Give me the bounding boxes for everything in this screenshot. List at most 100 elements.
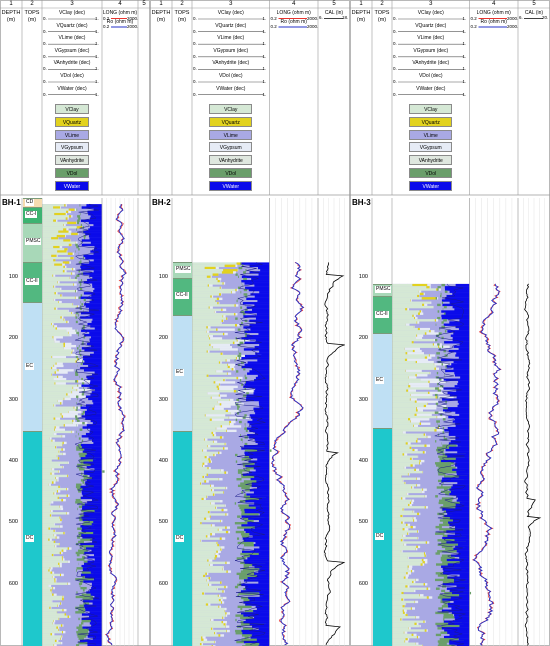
track-number: 5 bbox=[332, 1, 336, 7]
resistivity-curve-label: Ro (ohm m) bbox=[480, 18, 507, 25]
series-ro bbox=[472, 283, 502, 646]
curve-scale-max: 1. bbox=[462, 91, 467, 97]
curve-scale-max: 1. bbox=[95, 53, 99, 59]
legend-vanhydrite: VAnhydrite bbox=[209, 155, 253, 166]
depth-tick-label: 100 bbox=[358, 273, 368, 280]
depth-tick-label: 400 bbox=[8, 457, 18, 464]
curve-label: VDol (dec) bbox=[60, 73, 84, 79]
curve-label: VGypsum (dec) bbox=[413, 47, 449, 54]
formation-label: CC-II bbox=[25, 278, 39, 286]
curve-scale-max: 1. bbox=[262, 16, 267, 21]
curve-label: VAnhydrite (dec) bbox=[412, 60, 450, 67]
curve-scale-max: 1. bbox=[262, 66, 267, 72]
formation-label: CC-II bbox=[375, 310, 389, 318]
lithology-track bbox=[191, 262, 272, 646]
formation-label: CD bbox=[25, 198, 35, 206]
curve-label: VClay (dec) bbox=[58, 10, 86, 16]
curve-scale-min: 0. bbox=[393, 66, 397, 72]
curve-scale-max: 1. bbox=[462, 53, 467, 59]
curve-label: VLime (dec) bbox=[417, 35, 445, 42]
track-number: 5 bbox=[532, 1, 536, 7]
track-number: 3 bbox=[70, 1, 74, 7]
lithology-track bbox=[41, 203, 105, 646]
curve-scale-max: 1. bbox=[262, 41, 267, 47]
curve-scale-max: 1. bbox=[462, 66, 467, 72]
track-number: 2 bbox=[380, 1, 384, 7]
legend-vlime: VLime bbox=[55, 129, 89, 140]
curve-scale-min: 0. bbox=[193, 41, 197, 47]
curve-scale-max: 1. bbox=[95, 28, 99, 34]
depth-tick-label: 100 bbox=[8, 273, 18, 280]
curve-scale-max: 1. bbox=[95, 16, 99, 21]
series-cal bbox=[323, 262, 346, 645]
curve-scale-min: 0. bbox=[43, 16, 47, 21]
track-number: 4 bbox=[492, 1, 496, 7]
legend-vwater: VWater bbox=[55, 180, 89, 191]
curve-label: VClay (dec) bbox=[417, 10, 444, 16]
log-canvas bbox=[350, 0, 550, 646]
curve-scale-max: 1. bbox=[95, 79, 99, 84]
curve-label: VClay (dec) bbox=[217, 10, 244, 16]
curve-scale-min: 0.2 bbox=[470, 24, 477, 29]
resistivity-track bbox=[469, 198, 513, 646]
formation-label: DC bbox=[175, 534, 185, 542]
legend-vlime: VLime bbox=[409, 129, 453, 140]
depth-tick-label: 300 bbox=[8, 396, 18, 403]
curve-scale-max: 1. bbox=[95, 41, 99, 47]
series-cal bbox=[524, 283, 542, 646]
curve-scale-max: 2000. bbox=[307, 24, 319, 29]
series-long bbox=[104, 204, 127, 646]
curve-scale-min: 0. bbox=[43, 91, 47, 97]
curve-label: VAnhydrite (dec) bbox=[53, 60, 91, 67]
caliper-curve-label: CAL (in) bbox=[324, 10, 344, 16]
curve-label: VWater (dec) bbox=[216, 85, 246, 92]
formation-label: EC bbox=[375, 376, 384, 384]
well-name: BH-2 bbox=[152, 198, 171, 207]
track-number: 5 bbox=[142, 1, 146, 7]
curve-label: VDol (dec) bbox=[418, 73, 443, 79]
curve-scale-max: 2000. bbox=[127, 24, 139, 29]
curve-label: VQuartz (dec) bbox=[56, 22, 88, 29]
depth-tick-label: 400 bbox=[358, 457, 368, 464]
caliper-track bbox=[517, 198, 545, 646]
log-canvas bbox=[0, 0, 150, 646]
curve-label: VGypsum (dec) bbox=[213, 47, 249, 54]
curve-scale-min: 0. bbox=[43, 28, 47, 34]
curve-scale-min: 0. bbox=[193, 91, 197, 97]
legend-vdol: VDol bbox=[55, 168, 89, 178]
curve-scale-min: 0. bbox=[43, 66, 47, 72]
curve-scale-min: 6. bbox=[519, 15, 523, 20]
legend-vanhydrite: VAnhydrite bbox=[409, 155, 453, 166]
curve-scale-max: 1. bbox=[462, 41, 467, 47]
legend-vclay: VClay bbox=[409, 104, 453, 114]
curve-scale-min: 0. bbox=[393, 53, 397, 59]
curve-label: VLime (dec) bbox=[58, 35, 86, 42]
curve-scale-max: 2000. bbox=[507, 15, 519, 21]
curve-scale-max: 18. bbox=[342, 15, 349, 20]
curve-scale-min: 0.2 bbox=[270, 15, 277, 21]
depth-tick-label: 600 bbox=[158, 580, 168, 587]
depth-tick-label: 300 bbox=[358, 396, 368, 403]
legend-vanhydrite: VAnhydrite bbox=[55, 155, 89, 166]
curve-scale-max: 2000. bbox=[307, 15, 319, 21]
formation-label: DC bbox=[25, 534, 35, 542]
curve-scale-min: 0. bbox=[193, 28, 197, 34]
legend-vgypsum: VGypsum bbox=[55, 142, 89, 153]
legend-vdol: VDol bbox=[409, 168, 453, 178]
track-number: 2 bbox=[180, 1, 184, 7]
curve-scale-max: 1. bbox=[262, 53, 267, 59]
curve-label: VQuartz (dec) bbox=[415, 22, 447, 29]
formation-label: CC-II bbox=[175, 292, 189, 300]
curve-scale-min: 0. bbox=[393, 91, 397, 97]
track-number: 4 bbox=[118, 1, 122, 7]
curve-label: VQuartz (dec) bbox=[215, 22, 247, 29]
caliper-curve-label: CAL (in) bbox=[524, 10, 544, 16]
curve-scale-max: 1. bbox=[95, 91, 99, 97]
formation-label: PMSC bbox=[375, 286, 392, 294]
formation-label: DC bbox=[375, 533, 385, 541]
track-number: 1 bbox=[359, 1, 363, 7]
legend-vquartz: VQuartz bbox=[55, 116, 89, 127]
resistivity-curve-label: LONG (ohm m) bbox=[276, 10, 311, 16]
curve-scale-min: 0. bbox=[193, 16, 197, 21]
